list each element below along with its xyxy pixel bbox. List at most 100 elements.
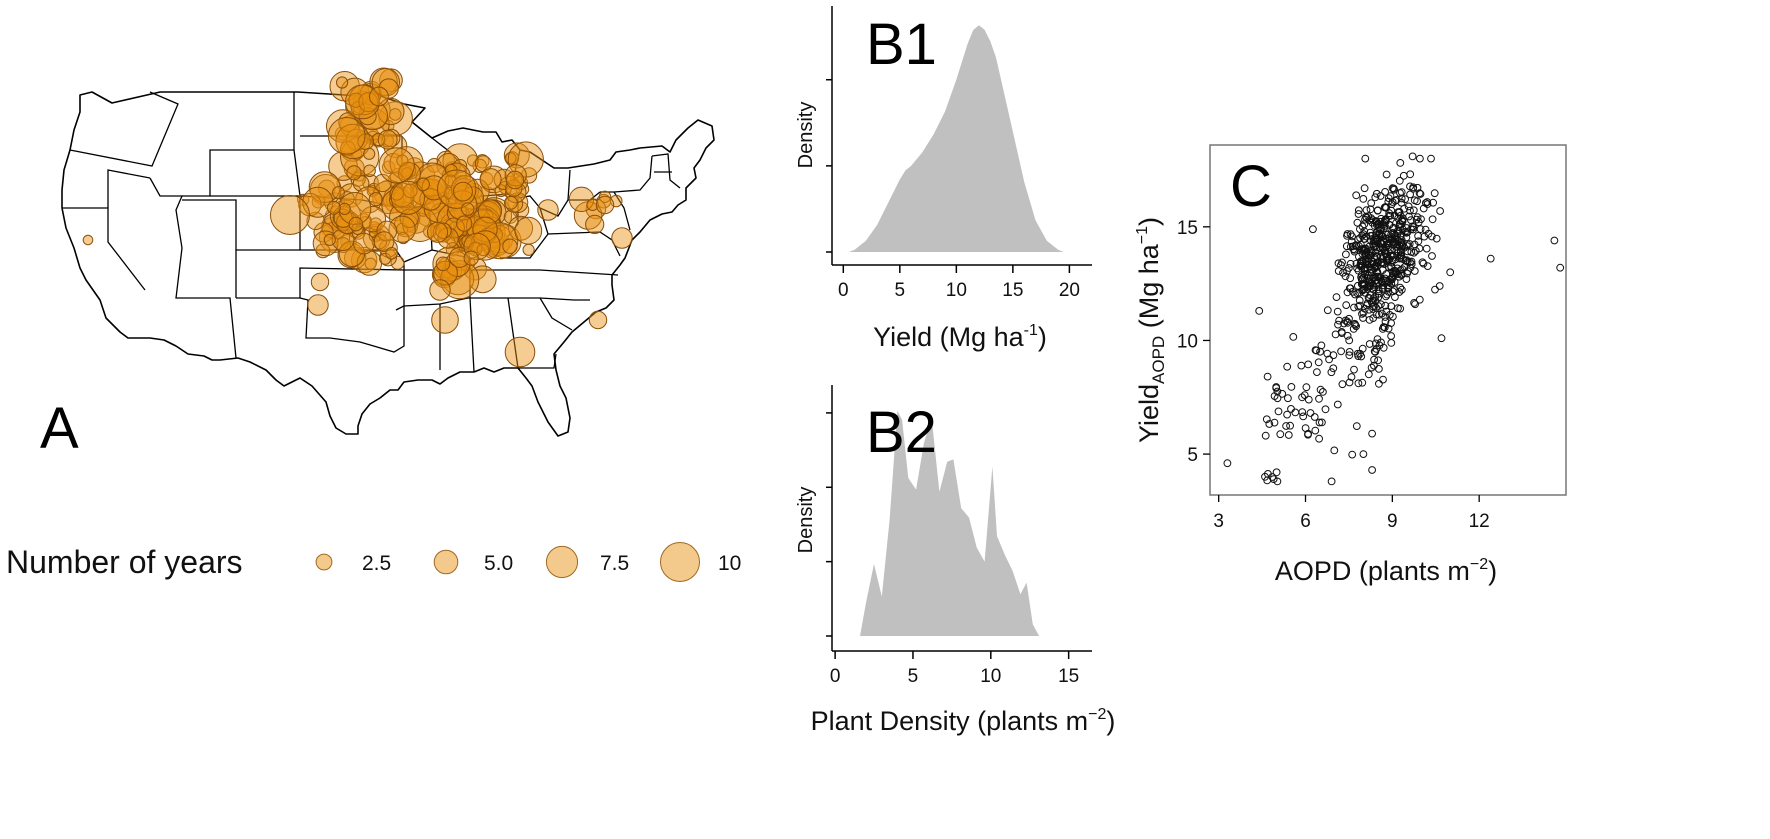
scatter-point xyxy=(1346,284,1355,293)
site-marker xyxy=(514,216,543,245)
site-marker xyxy=(327,117,366,155)
scatter-point xyxy=(1429,198,1437,207)
b2-x-axis-label: Plant Density (plants m−2) xyxy=(811,706,1116,736)
site-marker xyxy=(503,142,530,169)
scatter-point xyxy=(1383,290,1391,299)
scatter-point xyxy=(1282,422,1290,430)
legend-title: Number of years xyxy=(6,544,243,580)
scatter-point xyxy=(1313,368,1321,377)
scatter-point xyxy=(1400,263,1409,271)
scatter-plot-frame xyxy=(1209,144,1567,496)
scatter-point xyxy=(1379,375,1387,384)
site-marker xyxy=(611,227,633,249)
scatter-point xyxy=(1342,250,1350,259)
scatter-point xyxy=(1381,301,1390,310)
scatter-point xyxy=(1402,224,1411,232)
scatter-point xyxy=(1367,199,1376,208)
scatter-point xyxy=(1352,242,1361,251)
scatter-point xyxy=(1339,268,1347,277)
scatter-point xyxy=(1415,295,1424,304)
scatter-point xyxy=(1394,248,1403,257)
site-marker xyxy=(336,76,349,89)
scatter-point xyxy=(1362,206,1371,215)
scatter-point xyxy=(1265,420,1274,428)
scatter-point xyxy=(1355,288,1364,297)
site-marker xyxy=(453,181,473,202)
scatter-point xyxy=(1415,189,1424,198)
site-marker xyxy=(335,123,371,160)
scatter-point xyxy=(1389,267,1398,276)
scatter-point xyxy=(1396,189,1404,197)
scatter-point xyxy=(1375,287,1383,296)
panel-letter-b1: B1 xyxy=(866,12,937,77)
site-marker xyxy=(338,202,351,215)
scatter-point xyxy=(1385,221,1394,229)
site-marker xyxy=(306,211,325,231)
scatter-point xyxy=(1414,232,1422,240)
scatter-point xyxy=(1437,334,1446,343)
scatter-point xyxy=(1354,206,1363,215)
scatter-point xyxy=(1396,283,1405,292)
scatter-point xyxy=(1387,319,1395,328)
scatter-point xyxy=(1284,431,1293,439)
scatter-point xyxy=(1382,270,1391,278)
scatter-point xyxy=(1359,314,1367,322)
site-marker xyxy=(371,233,388,250)
scatter-point xyxy=(1397,270,1406,278)
scatter-point xyxy=(1387,332,1395,340)
scatter-point xyxy=(1316,385,1325,394)
scatter-point xyxy=(1338,380,1347,389)
site-marker xyxy=(363,147,376,160)
scatter-point xyxy=(1332,293,1341,302)
site-marker xyxy=(351,222,364,235)
scatter-point xyxy=(1409,206,1418,215)
scatter-point xyxy=(1413,183,1422,192)
scatter-point xyxy=(1377,239,1385,248)
scatter-point xyxy=(1367,363,1376,372)
scatter-point xyxy=(1402,256,1411,265)
scatter-point xyxy=(1388,275,1396,284)
c-y-ticks: 5 10 15 xyxy=(1177,218,1210,466)
site-marker xyxy=(369,217,383,231)
scatter-point xyxy=(1377,230,1386,239)
scatter-point xyxy=(1304,395,1313,404)
site-marker xyxy=(588,310,608,330)
scatter-point xyxy=(1375,310,1383,319)
scatter-point xyxy=(1366,205,1375,214)
site-marker xyxy=(397,231,410,245)
scatter-point xyxy=(1312,346,1321,355)
scatter-point xyxy=(1304,360,1313,369)
x-tick-label: 15 xyxy=(1058,666,1079,687)
legend-circle xyxy=(315,553,333,571)
scatter-point xyxy=(1350,365,1358,374)
site-marker xyxy=(472,216,498,243)
scatter-point xyxy=(1378,325,1387,333)
scatter-point xyxy=(1372,310,1381,319)
scatter-point xyxy=(1263,372,1272,381)
y-tick-label: 10 xyxy=(1177,331,1198,352)
scatter-point xyxy=(1380,222,1389,230)
scatter-point xyxy=(1291,408,1300,417)
scatter-point xyxy=(1382,307,1391,316)
scatter-point xyxy=(1379,232,1387,241)
scatter-point xyxy=(1287,405,1295,413)
site-marker xyxy=(476,243,490,257)
scatter-point xyxy=(1386,212,1395,220)
scatter-points xyxy=(1223,152,1565,486)
scatter-point xyxy=(1408,152,1417,161)
scatter-point xyxy=(1334,320,1342,329)
legend-label: 5.0 xyxy=(484,552,513,575)
scatter-point xyxy=(1354,210,1363,218)
scatter-point xyxy=(1375,365,1383,373)
scatter-point xyxy=(1418,258,1427,267)
scatter-point xyxy=(1417,215,1425,224)
scatter-point xyxy=(1347,373,1356,381)
scatter-point xyxy=(1402,228,1411,237)
site-marker xyxy=(421,175,447,201)
scatter-point xyxy=(1412,215,1421,224)
site-marker xyxy=(429,279,451,301)
scatter-point xyxy=(1430,189,1439,198)
scatter-point xyxy=(1380,323,1389,332)
site-marker xyxy=(460,186,485,210)
